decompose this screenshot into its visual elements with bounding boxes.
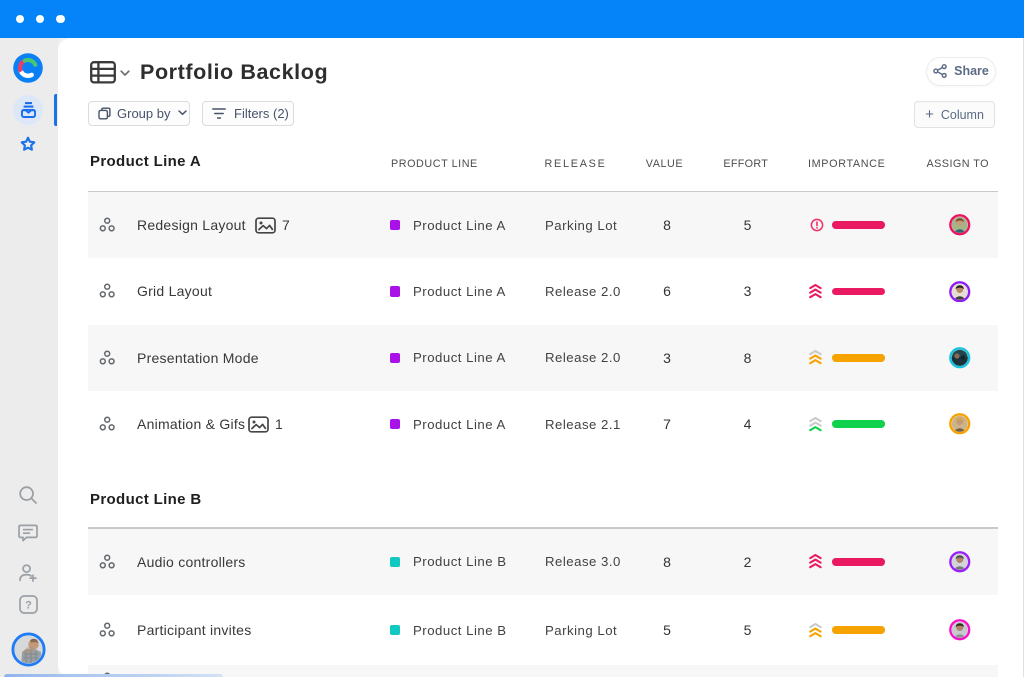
svg-text:?: ? (25, 600, 32, 612)
